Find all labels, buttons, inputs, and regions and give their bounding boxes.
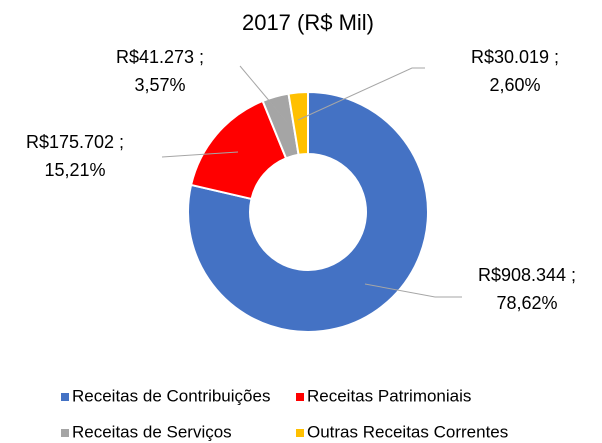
data-label: R$175.702 ; xyxy=(26,132,124,152)
data-label: 15,21% xyxy=(44,160,105,180)
leader-line xyxy=(161,151,239,158)
legend-label: Outras Receitas Correntes xyxy=(307,422,508,441)
data-label: 2,60% xyxy=(489,75,540,95)
data-label: R$30.019 ; xyxy=(471,47,559,67)
legend-label: Receitas de Contribuições xyxy=(72,386,270,405)
legend-swatch xyxy=(296,393,304,401)
leader-line xyxy=(239,65,288,123)
donut-slice xyxy=(187,90,429,333)
chart-title: 2017 (R$ Mil) xyxy=(242,10,374,35)
data-label: 3,57% xyxy=(134,75,185,95)
legend-label: Receitas de Serviços xyxy=(72,422,232,441)
data-label: 78,62% xyxy=(496,293,557,313)
donut-slice xyxy=(287,90,309,156)
leader-line xyxy=(297,67,425,121)
legend-swatch xyxy=(61,393,69,401)
data-label: R$41.273 ; xyxy=(116,47,204,67)
legend-swatch xyxy=(61,429,69,437)
legend-label: Receitas Patrimoniais xyxy=(307,386,471,405)
legend-swatch xyxy=(296,429,304,437)
leader-line xyxy=(364,283,462,298)
data-label: R$908.344 ; xyxy=(478,265,576,285)
